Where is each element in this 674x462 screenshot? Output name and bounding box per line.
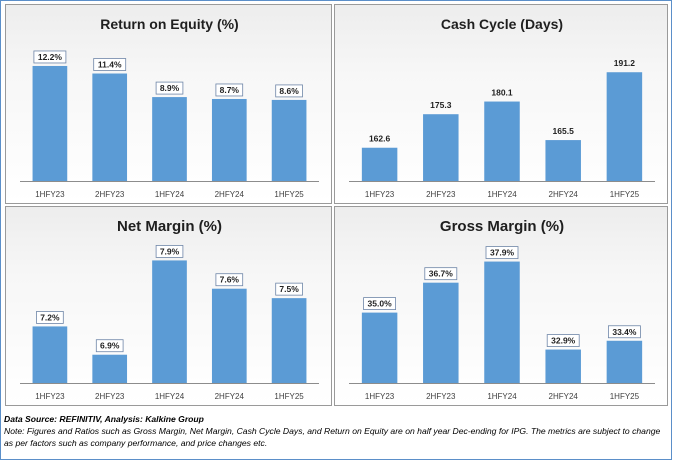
data-label: 7.6% (220, 275, 240, 285)
footnote: Note: Figures and Ratios such as Gross M… (4, 426, 661, 448)
data-label: 191.2 (614, 58, 636, 68)
data-label: 6.9% (100, 341, 120, 351)
net-margin-chart-panel: Net Margin (%) 7.2% 1HFY23 6.9% 2HFY23 7.9% 1H… (5, 206, 332, 406)
bar (606, 72, 643, 181)
data-label-box (363, 297, 397, 310)
data-label-box (215, 83, 244, 97)
bar (152, 260, 187, 383)
bar (545, 349, 581, 383)
category-label: 1HFY25 (274, 190, 304, 199)
bar (484, 261, 520, 383)
net-margin-chart: Net Margin (%) 7.2% 1HFY23 6.9% 2HFY23 7.9% 1H… (20, 218, 319, 401)
data-label-box (275, 84, 303, 98)
bar (32, 326, 68, 383)
bar (152, 97, 187, 181)
chart-title: Cash Cycle (Days) (441, 16, 563, 32)
bar (271, 298, 307, 383)
data-label: 7.5% (279, 284, 299, 294)
data-label: 37.9% (490, 248, 515, 258)
data-label-box (36, 311, 64, 324)
data-label-box (155, 245, 184, 258)
data-label: 8.7% (220, 85, 240, 95)
bar (423, 114, 459, 181)
category-label: 2HFY24 (215, 190, 245, 199)
category-label: 1HFY23 (365, 392, 395, 401)
footer: Data Source: REFINITIV, Analysis: Kalkin… (4, 413, 668, 449)
bar (606, 340, 643, 383)
bar (545, 140, 581, 181)
cash-cycle-chart-panel: Cash Cycle (Days) 162.6 1HFY23 175.3 2HFY23 1… (334, 4, 668, 204)
data-label-box (275, 282, 303, 296)
category-label: 2HFY24 (549, 392, 579, 401)
data-label: 8.9% (160, 83, 180, 93)
chart-title: Net Margin (%) (117, 218, 222, 235)
data-label: 162.6 (369, 134, 391, 144)
cash-cycle-chart: Cash Cycle (Days) 162.6 1HFY23 175.3 2HFY23 1… (349, 16, 655, 199)
data-label: 12.2% (38, 52, 63, 62)
bar (423, 282, 459, 383)
chart-title: Gross Margin (%) (440, 218, 564, 235)
category-label: 1HFY23 (35, 392, 65, 401)
data-label: 7.2% (40, 312, 60, 322)
bar (484, 101, 520, 181)
roe-chart-panel: Return on Equity (%) 12.2% 1HFY23 11.4% 2HFY… (5, 4, 332, 204)
gross-margin-chart-panel: Gross Margin (%) 35.0% 1HFY23 36.7% 2HFY23 37… (334, 206, 668, 406)
roe-chart: Return on Equity (%) 12.2% 1HFY23 11.4% 2HFY… (20, 16, 319, 199)
data-label: 180.1 (491, 88, 513, 98)
data-label: 32.9% (551, 336, 576, 346)
data-label: 36.7% (429, 269, 454, 279)
category-label: 2HFY23 (426, 190, 456, 199)
data-label-box (215, 273, 244, 287)
data-label-box (93, 58, 127, 71)
bar (92, 73, 128, 181)
data-source: Data Source: REFINITIV, Analysis: Kalkin… (4, 414, 204, 424)
data-label-box (424, 267, 458, 281)
category-label: 1HFY23 (35, 190, 65, 199)
data-label-box (546, 334, 580, 347)
category-label: 2HFY23 (95, 392, 125, 401)
data-label-box (607, 325, 641, 339)
category-label: 2HFY24 (215, 392, 245, 401)
bar (271, 99, 307, 181)
data-label-box (485, 246, 519, 259)
category-label: 2HFY24 (549, 190, 579, 199)
data-label-box (155, 81, 184, 95)
bar (361, 147, 398, 181)
data-label: 11.4% (98, 60, 122, 70)
data-label: 7.9% (160, 246, 180, 256)
bar (92, 354, 128, 383)
category-label: 1HFY24 (487, 190, 517, 199)
data-label-box (33, 50, 67, 64)
data-label: 33.4% (612, 327, 637, 337)
data-label: 35.0% (368, 299, 393, 309)
category-label: 1HFY23 (365, 190, 395, 199)
bar (211, 288, 247, 383)
data-label: 175.3 (430, 100, 452, 110)
gross-margin-chart: Gross Margin (%) 35.0% 1HFY23 36.7% 2HFY23 37… (349, 218, 655, 401)
bar (211, 98, 247, 181)
data-label-box (95, 339, 124, 353)
data-label: 165.5 (553, 126, 575, 136)
chart-title: Return on Equity (%) (100, 16, 238, 32)
category-label: 1HFY25 (274, 392, 304, 401)
category-label: 2HFY23 (426, 392, 456, 401)
category-label: 1HFY25 (610, 190, 640, 199)
category-label: 1HFY24 (155, 190, 185, 199)
data-label: 8.6% (279, 86, 299, 96)
bar (361, 312, 398, 383)
category-label: 1HFY24 (155, 392, 185, 401)
category-label: 2HFY23 (95, 190, 125, 199)
category-label: 1HFY25 (610, 392, 640, 401)
category-label: 1HFY24 (487, 392, 517, 401)
bar (32, 65, 68, 181)
